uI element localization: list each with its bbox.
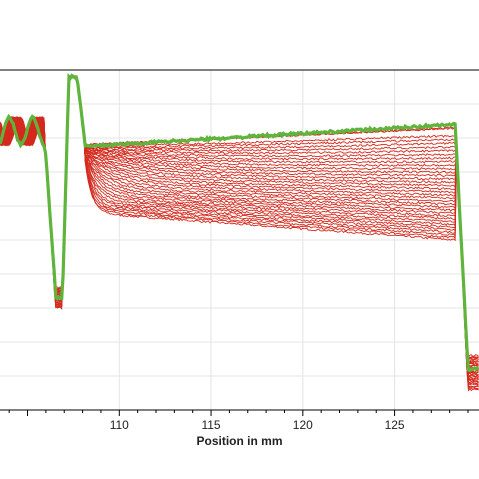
series-line-green <box>0 73 479 373</box>
series-line-red <box>0 75 479 364</box>
x-tick-label: 125 <box>385 418 405 432</box>
series-line-red <box>0 75 479 392</box>
series-lines <box>0 73 479 392</box>
x-axis-ticks: 110 115 120 125 <box>8 410 469 432</box>
series-line-red <box>0 75 479 365</box>
series-line-red <box>0 75 479 388</box>
series-line-red <box>0 75 479 370</box>
series-line-red <box>0 75 479 375</box>
series-line-red <box>0 75 479 381</box>
series-line-red <box>0 75 479 378</box>
grid-lines <box>0 70 479 410</box>
x-axis-title: Position in mm <box>196 434 282 448</box>
series-line-red <box>0 75 479 358</box>
series-line-red <box>0 75 479 384</box>
series-line-red <box>0 75 479 386</box>
series-line-red <box>0 74 479 372</box>
series-line-red <box>0 75 479 378</box>
x-tick-label: 110 <box>110 418 129 432</box>
x-tick-label: 120 <box>293 418 313 432</box>
series-line-red <box>0 75 479 384</box>
series-line-red <box>0 75 479 380</box>
series-line-red <box>0 75 479 366</box>
series-line-red <box>0 75 479 381</box>
series-line-red <box>0 75 479 361</box>
series-line-red <box>0 75 479 371</box>
series-line-red <box>0 75 479 386</box>
x-tick-label: 115 <box>201 418 220 432</box>
